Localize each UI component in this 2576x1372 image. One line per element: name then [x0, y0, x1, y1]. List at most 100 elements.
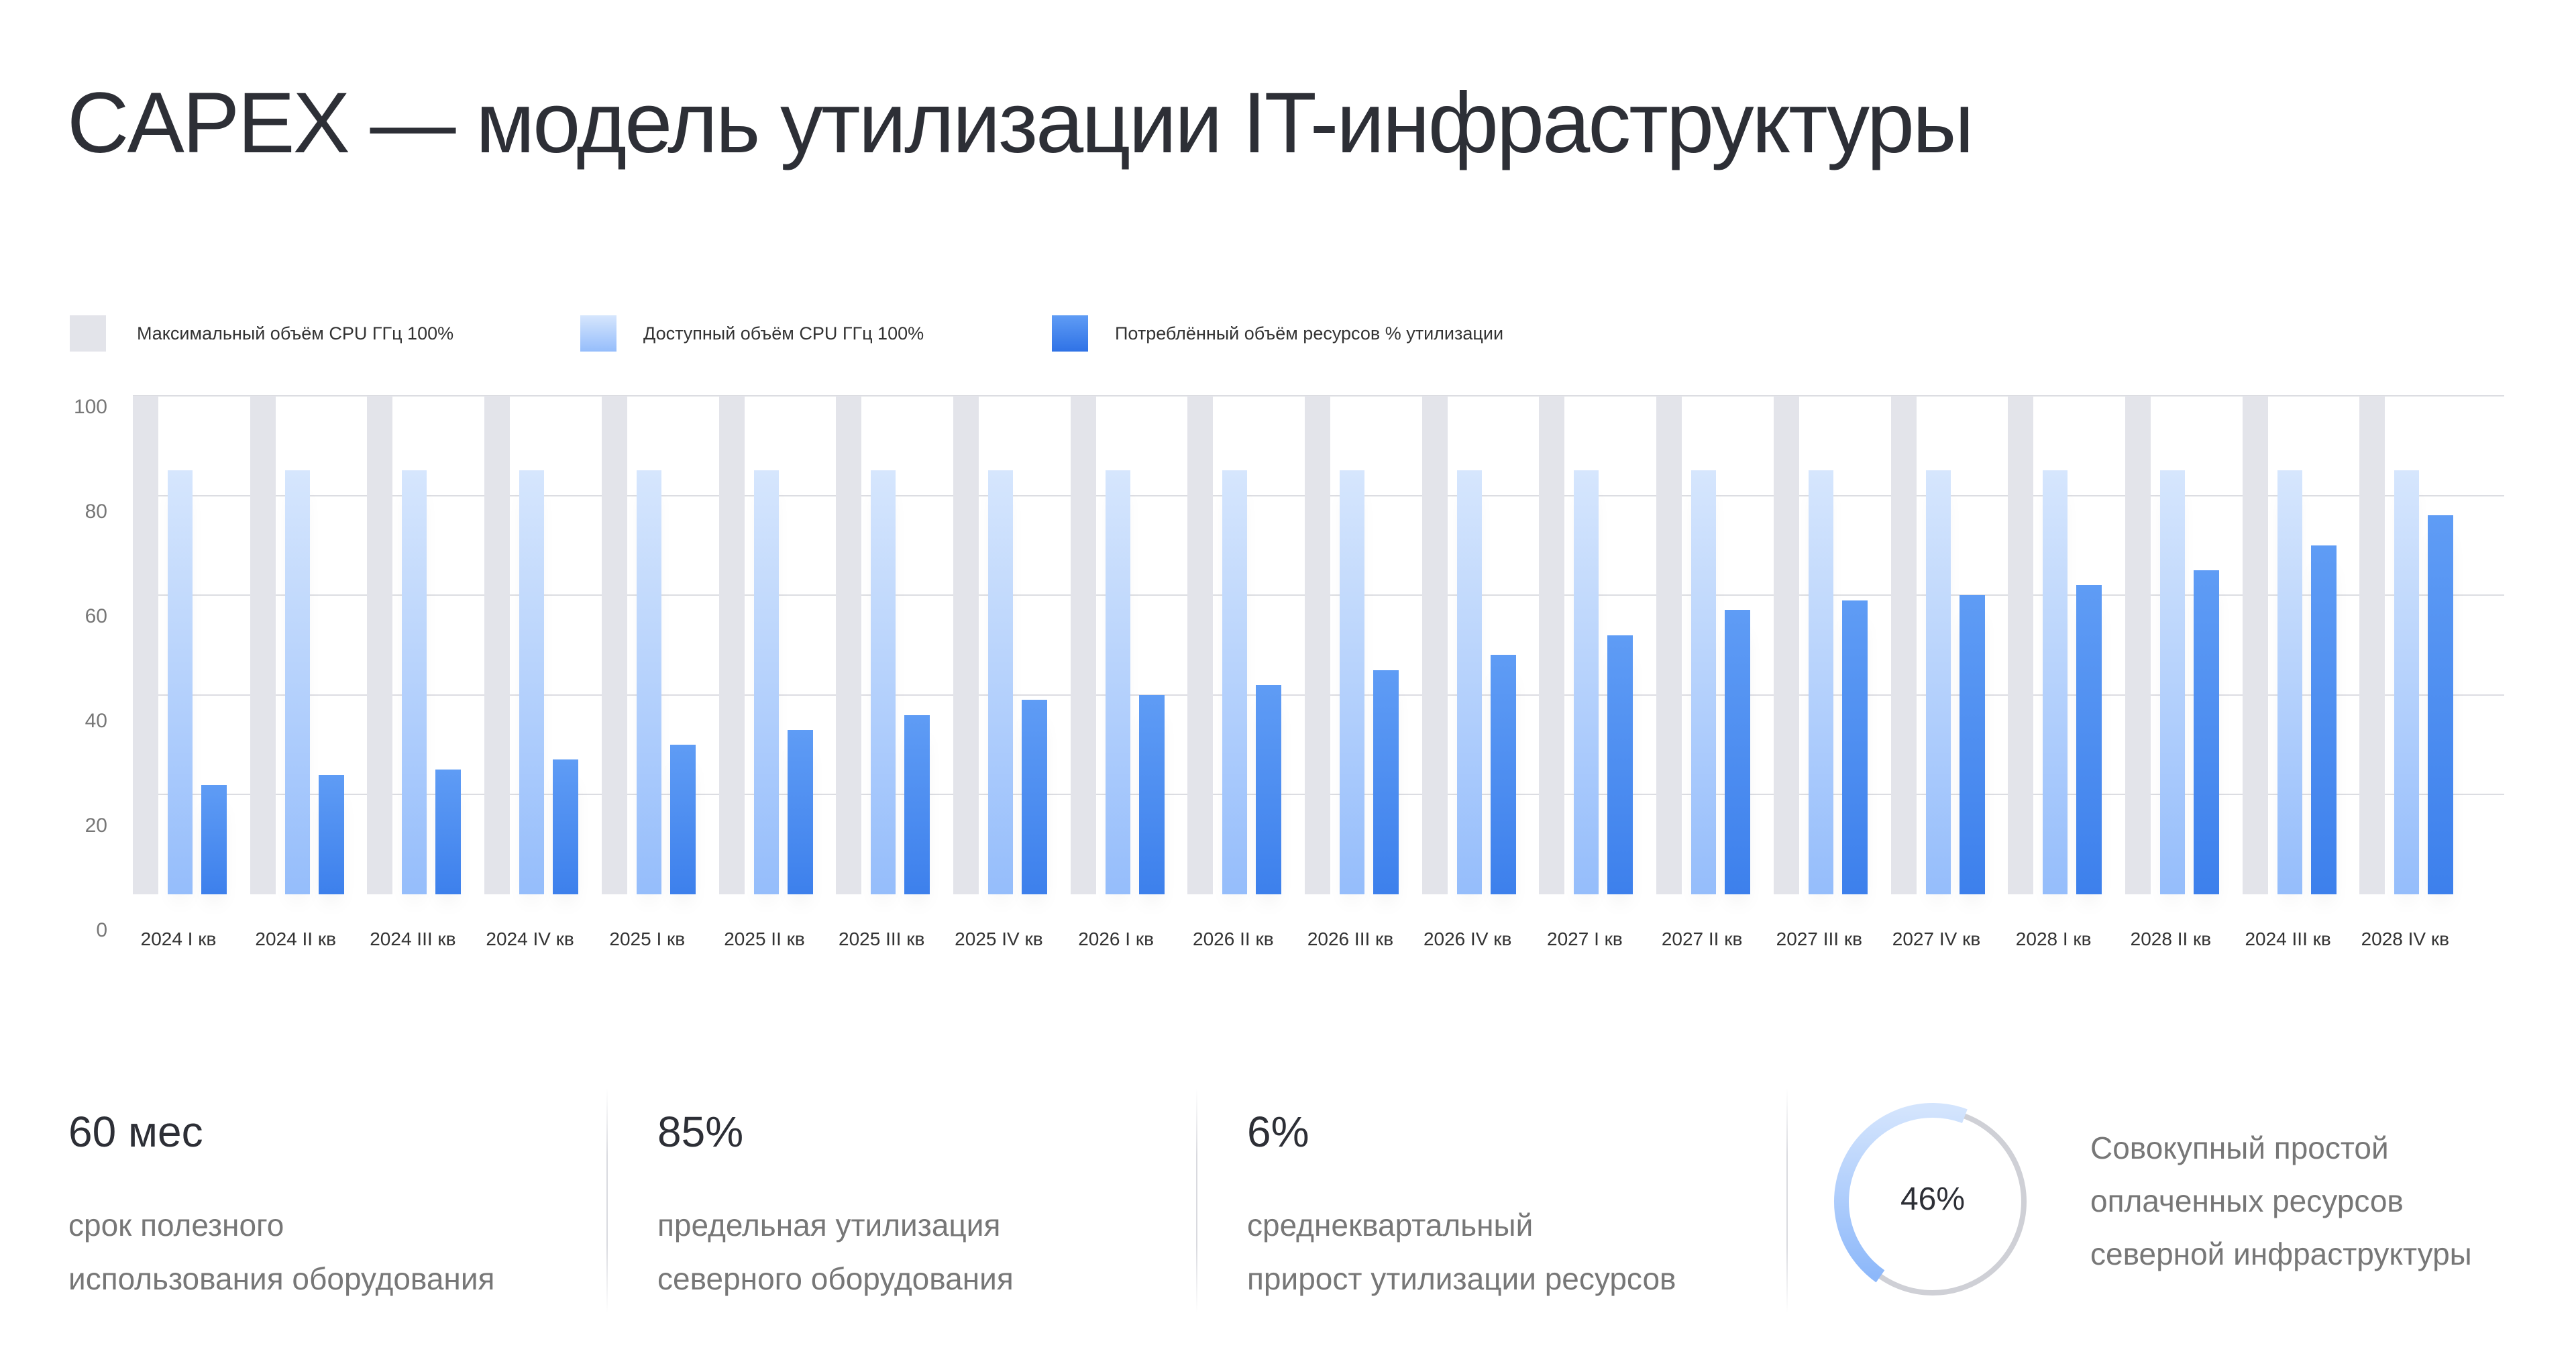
bar-available [519, 470, 545, 894]
x-tick-label: 2027 I кв [1547, 929, 1623, 949]
bar-available [284, 470, 310, 894]
bar-consumed [1021, 700, 1047, 894]
bar-available [2159, 470, 2185, 894]
x-tick-label: 2027 IV кв [1892, 929, 1981, 949]
bar-max-capacity [484, 396, 511, 894]
x-tick-label: 2027 II кв [1661, 929, 1743, 949]
bar-available [1925, 470, 1951, 894]
x-tick-label: 2028 I кв [2015, 929, 2092, 949]
donut-arc [1834, 1103, 1968, 1283]
bar-consumed [1256, 684, 1282, 894]
y-tick-label: 20 [85, 814, 107, 837]
legend-swatch-max [70, 315, 106, 352]
x-tick-label: 2025 I кв [609, 929, 686, 949]
bar-available [168, 470, 193, 894]
bar-max-capacity [2242, 396, 2268, 894]
bar-available [753, 470, 779, 894]
bar-consumed [1959, 595, 1985, 894]
legend-swatch-available [580, 315, 616, 352]
bar-max-capacity [250, 396, 276, 894]
legend-item-used: Потреблённый объём ресурсов % утилизации [1052, 315, 1503, 352]
x-tick-label: 2024 IV кв [486, 929, 574, 949]
bar-consumed [553, 759, 579, 894]
legend-item-available: Доступный объём CPU ГГц 100% [580, 315, 924, 352]
bar-available [2394, 470, 2420, 894]
bar-consumed [1841, 600, 1868, 894]
stat-value-growth: 6% [1247, 1108, 1309, 1156]
y-tick-label: 80 [85, 500, 107, 523]
bar-max-capacity [1070, 396, 1096, 894]
bar-available [1691, 470, 1717, 894]
bar-available [636, 470, 661, 894]
stat-desc-line: срок полезного [68, 1208, 284, 1243]
bar-max-capacity [836, 396, 862, 894]
x-tick-label: 2025 III кв [839, 929, 925, 949]
bar-available [402, 470, 427, 894]
bar-max-capacity [1656, 396, 1682, 894]
bar-available [1574, 470, 1599, 894]
bar-available [1105, 470, 1130, 894]
legend-swatch-used [1052, 315, 1088, 352]
bar-max-capacity [2359, 396, 2385, 894]
page-title: CAPEX — модель утилизации IT-инфраструкт… [67, 75, 1974, 171]
bar-max-capacity [718, 396, 745, 894]
bar-available [987, 470, 1013, 894]
y-tick-label: 0 [96, 919, 107, 941]
donut-desc-line: северной инфраструктуры [2090, 1236, 2472, 1271]
x-tick-label: 2027 III кв [1776, 929, 1862, 949]
divider [1196, 1088, 1197, 1313]
bar-consumed [2310, 545, 2337, 894]
stat-desc-line: северного оборудования [657, 1261, 1014, 1296]
donut-desc-line: Совокупный простой [2090, 1130, 2389, 1165]
stat-desc-growth: среднеквартальный прирост утилизации рес… [1247, 1198, 1676, 1306]
bar-consumed [2428, 515, 2454, 894]
bar-consumed [787, 729, 813, 894]
x-tick-label: 2025 IV кв [955, 929, 1043, 949]
y-tick-label: 60 [85, 605, 107, 627]
stat-desc-line: прирост утилизации ресурсов [1247, 1261, 1676, 1296]
legend-item-max: Максимальный объём CPU ГГц 100% [70, 315, 453, 352]
stat-desc-lifetime: срок полезного использования оборудовани… [68, 1198, 494, 1306]
idle-donut-chart [1834, 1103, 2027, 1296]
bar-consumed [1607, 635, 1633, 894]
bar-consumed [201, 784, 227, 894]
divider [1786, 1088, 1788, 1313]
x-tick-label: 2028 II кв [2130, 929, 2212, 949]
bar-consumed [2076, 585, 2102, 894]
bar-available [1222, 470, 1248, 894]
bar-consumed [1725, 610, 1751, 894]
stat-desc-line: среднеквартальный [1247, 1208, 1534, 1243]
stat-desc-line: использования оборудования [68, 1261, 495, 1296]
donut-description: Совокупный простой оплаченных ресурсов с… [2090, 1122, 2472, 1281]
bar-consumed [2193, 570, 2219, 894]
x-tick-label: 2026 II кв [1193, 929, 1274, 949]
stat-desc-line: предельная утилизация [657, 1208, 1001, 1243]
bar-max-capacity [1305, 396, 1330, 894]
donut-desc-line: оплаченных ресурсов [2090, 1183, 2404, 1218]
x-tick-label: 2026 I кв [1078, 929, 1154, 949]
stat-value-max-utilization: 85% [657, 1108, 744, 1156]
bar-available [1340, 470, 1364, 894]
bar-available [2043, 470, 2068, 894]
stat-value-lifetime: 60 мес [68, 1108, 203, 1156]
y-tick-label: 100 [73, 396, 107, 418]
bar-max-capacity [367, 396, 393, 894]
bar-consumed [435, 770, 462, 894]
bar-available [2277, 470, 2302, 894]
bar-available [1808, 470, 1833, 894]
x-tick-label: 2024 III кв [370, 929, 456, 949]
bar-max-capacity [601, 396, 627, 894]
bar-max-capacity [133, 396, 158, 894]
bar-max-capacity [2125, 396, 2151, 894]
bar-max-capacity [1539, 396, 1565, 894]
bar-consumed [669, 745, 696, 894]
bar-consumed [1373, 670, 1399, 894]
x-tick-label: 2024 I кв [140, 929, 217, 949]
bar-consumed [318, 774, 344, 894]
legend-label: Максимальный объём CPU ГГц 100% [137, 323, 454, 344]
chart-area: 100 80 60 40 20 0 2024 I кв 2024 II кв 2024 III … [73, 395, 2504, 949]
x-tick-label: 2024 II кв [255, 929, 336, 949]
bar-max-capacity [1187, 396, 1214, 894]
stat-desc-max-utilization: предельная утилизация северного оборудов… [657, 1198, 1014, 1306]
x-tick-label: 2026 III кв [1307, 929, 1394, 949]
